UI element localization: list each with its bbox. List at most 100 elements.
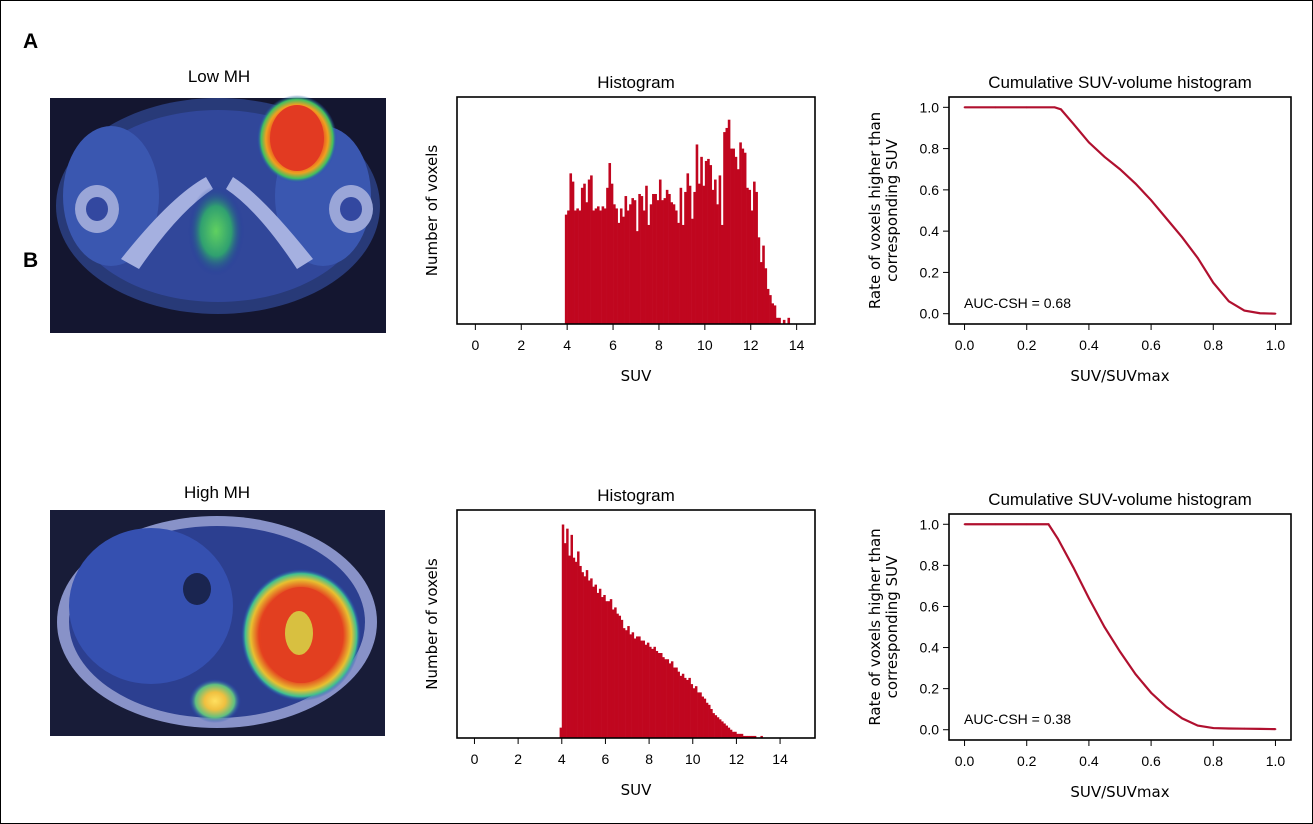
chart-2: Cumulative SUV-volume histogram 0.0 0.2 0.4… [866, 73, 1292, 385]
curve-point [1056, 537, 1059, 540]
histogram-bar [657, 653, 661, 738]
histogram-bar [622, 216, 625, 324]
histogram-bar [570, 534, 573, 738]
x-tick-label: 14 [789, 337, 805, 353]
histogram-bar [723, 723, 726, 738]
histogram-bar [561, 524, 565, 738]
histogram-bar [760, 735, 763, 738]
histogram-bar [734, 731, 737, 738]
histogram-bar [666, 659, 670, 738]
panel-label-a: A [23, 30, 38, 53]
histogram-bar [624, 196, 628, 324]
histogram-bar [686, 173, 690, 324]
curve-point [1088, 597, 1090, 600]
curve-point [1150, 691, 1152, 694]
histogram-bar [736, 733, 739, 738]
cumulative-curve [964, 523, 1276, 731]
histogram-bar [782, 319, 786, 324]
histogram-bar [636, 636, 639, 738]
curve-point [1259, 312, 1261, 315]
histogram-bar [649, 646, 652, 738]
x-tick-label: 0.0 [955, 337, 975, 353]
histogram-bar [596, 592, 600, 738]
y-tick-label: 0.6 [920, 182, 940, 198]
histogram-bar [787, 317, 791, 324]
x-tick-label: 12 [743, 337, 759, 353]
y-tick-label: 1.0 [920, 99, 940, 115]
x-tick-label: 2 [517, 337, 525, 353]
curve-point [1088, 141, 1090, 144]
y-tick-label: 0.4 [920, 640, 940, 656]
histogram-bar [742, 735, 746, 738]
histogram-bar [642, 210, 646, 324]
histogram-bar [603, 594, 606, 738]
histogram-bar [700, 156, 703, 324]
histogram-bar [668, 193, 671, 324]
histogram-bar [625, 630, 628, 738]
histogram-bar [640, 640, 643, 738]
histogram-bar [704, 160, 708, 324]
histogram-bar [730, 148, 733, 324]
x-tick-label: 6 [609, 337, 617, 353]
x-tick-label: 8 [655, 337, 663, 353]
histogram-bar [563, 543, 567, 738]
x-tick-label: 10 [697, 337, 713, 353]
histogram-bar [711, 189, 715, 324]
x-tick-label: 8 [645, 751, 653, 767]
curve-point [1047, 523, 1050, 526]
curve-point [994, 523, 997, 526]
histogram-bar [629, 634, 632, 738]
histogram-bar [606, 187, 609, 324]
histogram-bar [679, 187, 683, 324]
y-tick-label: 0.8 [920, 557, 940, 573]
histogram-bar [609, 599, 613, 738]
histogram-bar [686, 679, 689, 738]
histogram-bar [665, 189, 669, 324]
histogram-bar [701, 696, 704, 738]
histogram-bar [727, 727, 731, 738]
chart-title: Cumulative SUV-volume histogram [988, 490, 1252, 509]
curve-point [1025, 523, 1028, 526]
histogram-bar [618, 615, 622, 738]
histogram-bar [594, 584, 597, 738]
histogram-bar [567, 210, 570, 324]
histogram-bar [662, 657, 665, 738]
histogram-bar [599, 210, 602, 324]
histogram-bar [690, 684, 694, 738]
curve-point [963, 523, 966, 526]
histogram-bar [668, 663, 672, 738]
histogram-bar [684, 191, 687, 324]
x-tick-label: 1.0 [1266, 753, 1286, 769]
histogram-bar [723, 132, 726, 324]
histogram-bar [681, 224, 685, 324]
histogram-bar [622, 628, 626, 738]
histogram-bar [576, 208, 579, 324]
pet-ct-image-a [50, 95, 386, 333]
histogram-bar [579, 565, 582, 738]
curve-point [1181, 717, 1184, 720]
histogram-bar [664, 659, 667, 738]
histogram-bar [580, 187, 584, 324]
curve-point [1212, 281, 1215, 284]
curve-point [1103, 626, 1106, 628]
histogram-bar [578, 210, 582, 324]
histogram-bar [695, 144, 699, 324]
curve-point [1243, 309, 1246, 312]
y-axis-label: Number of voxels [423, 145, 441, 277]
y-tick-label: 0.4 [920, 223, 940, 239]
histogram-bar [677, 222, 680, 324]
x-tick-label: 4 [563, 337, 571, 353]
histogram-bar [655, 650, 659, 738]
histogram-bar [712, 713, 715, 738]
histogram-bar [729, 729, 733, 738]
histogram-bar [679, 675, 683, 738]
auc-annotation: AUC-CSH = 0.38 [964, 711, 1071, 727]
histogram-bar [688, 677, 691, 738]
curve-point [1103, 155, 1106, 158]
histogram-bar [633, 200, 637, 324]
image-title-a: Low MH [188, 67, 250, 86]
histogram-bar [661, 200, 664, 324]
histogram-bar [566, 528, 569, 738]
